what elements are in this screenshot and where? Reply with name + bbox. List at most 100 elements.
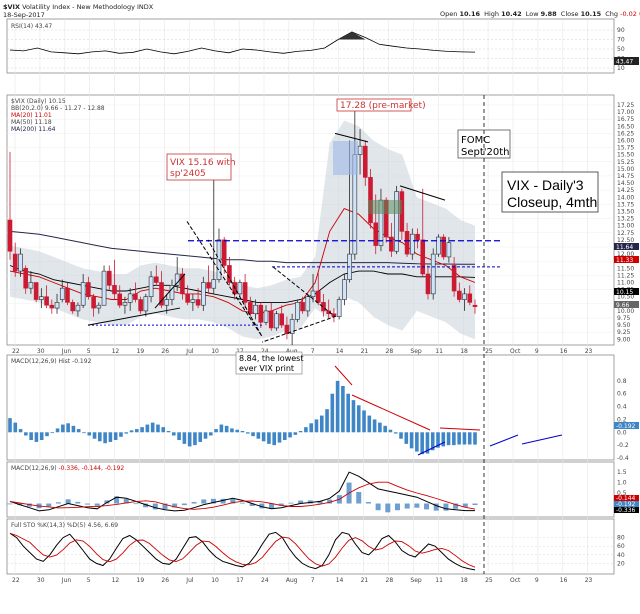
june-trendline <box>87 307 181 326</box>
candle-body <box>91 296 96 309</box>
macd-hist-bar <box>430 432 435 451</box>
macd-small-bar <box>181 503 187 506</box>
candle-body <box>326 310 332 315</box>
macd-hist-bar <box>76 429 81 433</box>
candle-body <box>7 219 13 252</box>
candle-body <box>180 273 185 295</box>
jul-low-trendline <box>154 273 186 309</box>
bb-lower-marker-label: 9.66 <box>616 302 630 309</box>
macd-panel <box>6 461 615 518</box>
macd-marker-1 <box>614 495 639 501</box>
candle-body <box>101 270 107 306</box>
macd-hist-bar <box>45 432 49 437</box>
x-tick-label: 14 <box>336 348 344 355</box>
macd-red-trend-3 <box>439 427 481 431</box>
x-tick-label: 5 <box>87 348 91 355</box>
x-axis-price: 22 30 Jun 5 12 19 26 Jul 10 17 24 Aug 7 14 21 28 Sep 11 18… <box>12 348 593 355</box>
macd-hist-bar <box>119 432 123 437</box>
macd-small-bar <box>404 503 410 509</box>
stoch-tick-label: 20 <box>617 560 625 567</box>
price-tick-label: 10.50 <box>617 294 634 301</box>
price-tick-label: 13.50 <box>617 208 634 215</box>
fomc-line1: FOMC <box>461 135 490 146</box>
macd-small-bar <box>317 500 323 504</box>
x-tick-label: Jul <box>185 348 194 355</box>
macd-hist-bar <box>82 432 86 434</box>
candle-body <box>28 282 34 289</box>
svg-text:$VIX Volatility Index - New Me: $VIX Volatility Index - New Methodology … <box>3 3 154 11</box>
macd-hist-bar <box>8 418 12 433</box>
x-tick-label: 25 <box>485 348 493 355</box>
macd-hist-bar <box>92 432 97 439</box>
candle-body <box>268 310 274 329</box>
macd-marker-3-label: -0.336 <box>616 507 636 514</box>
macd-hist-tick-label: 0.4 <box>617 404 627 411</box>
macd-hist-bar <box>304 427 308 433</box>
bollinger-band <box>10 120 475 340</box>
price-tick-label: 16.75 <box>617 116 634 123</box>
x-tick-label-bottom: 30 <box>37 577 45 584</box>
price-panel-content: $VIX (Daily) 10.15 BB(20,2.0) 9.66 - 11.… <box>7 95 639 574</box>
macd-hist-bar <box>145 424 150 433</box>
rsi-tick-label: 10 <box>617 65 625 72</box>
candle-body <box>39 296 44 300</box>
candle-body <box>253 304 258 315</box>
macd-hist-bar <box>34 432 39 442</box>
macd-red-trend-2 <box>351 394 431 431</box>
macd-hist-bar <box>103 432 107 444</box>
macd-hist-bar <box>13 422 18 433</box>
macd-hist-legend: MACD(12,26,9) Hist -0.192 <box>11 358 92 365</box>
x-tick-label: 28 <box>386 348 394 355</box>
candle-body <box>169 285 175 300</box>
x-tick-label: Oct <box>510 348 521 355</box>
macd-hist-tick-label: 0.0 <box>617 429 627 436</box>
macd-hist-bar <box>319 415 324 433</box>
macd-small-bar <box>191 501 197 504</box>
macd-hist-bar <box>452 432 456 446</box>
lowest-line1: 8.84, the lowest <box>239 354 303 363</box>
candle-body <box>59 287 65 300</box>
macd-hist-bar <box>314 419 319 433</box>
candle-body <box>457 290 462 300</box>
chart-header: $VIX Volatility Index - New Methodology … <box>3 3 640 19</box>
macd-small-bar <box>123 498 129 504</box>
x-tick-label-bottom: 10 <box>211 577 219 584</box>
macd-hist-bar <box>256 432 261 439</box>
sep-top-trendline <box>399 185 446 201</box>
macd-hist-tick-label: -0.2 <box>617 442 629 449</box>
x-tick-label-bottom: 14 <box>336 577 344 584</box>
candle-body <box>195 299 201 306</box>
macd-hist-bar <box>177 432 181 440</box>
price-tick-label: 15.00 <box>617 166 634 173</box>
x-tick-label-bottom: 21 <box>361 577 369 584</box>
rsi-tick-label: 70 <box>617 37 625 44</box>
candle-body <box>65 287 70 303</box>
candle-body <box>357 145 363 155</box>
candle-body <box>446 242 452 258</box>
x-tick-label-bottom: 7 <box>311 577 315 584</box>
candle-body <box>472 304 478 307</box>
candle-body <box>389 236 394 252</box>
macd-hist-bar <box>399 432 403 439</box>
macd-hist-tick-label: 0.8 <box>617 378 627 385</box>
rsi-legend: RSI(14) 43.47 <box>11 23 52 30</box>
macd-hist-bar <box>50 432 55 434</box>
candle-body <box>112 285 117 295</box>
annotation-premarket: 17.28 (pre-market) <box>336 98 426 112</box>
macd-small-bar <box>7 503 13 505</box>
macd-small-bar <box>278 503 284 506</box>
candle-body <box>117 293 123 306</box>
x-tick-label: 30 <box>37 348 45 355</box>
candle-body <box>86 282 91 298</box>
close-marker <box>614 288 639 295</box>
stoch-tick-label: 40 <box>617 552 625 559</box>
macd-hist-bar <box>378 422 382 433</box>
exchange: INDX <box>137 3 154 11</box>
macd-small-bar <box>172 503 178 508</box>
macd-small-bar <box>365 502 371 504</box>
macd-hist-bar <box>288 432 292 438</box>
macd-hist-bar <box>362 410 366 433</box>
price-tick-label: 12.75 <box>617 230 634 237</box>
macd-hist-bar <box>436 432 440 448</box>
